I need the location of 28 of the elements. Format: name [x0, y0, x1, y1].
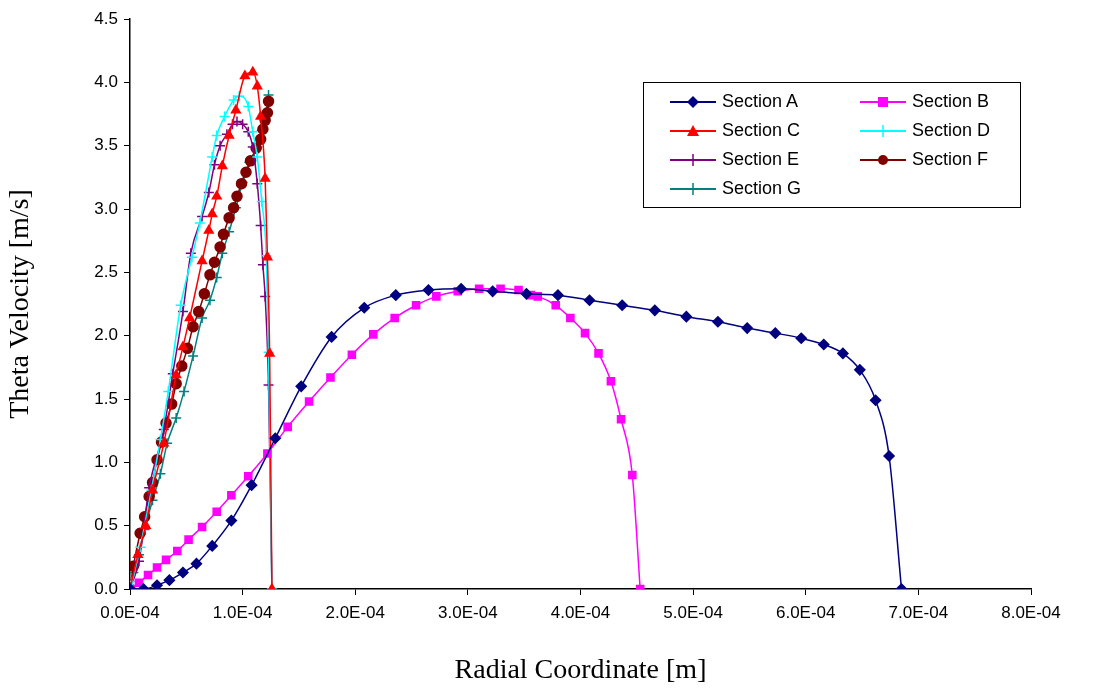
y-tick-label: 0.5 [94, 515, 118, 535]
x-tick-label: 4.0E-04 [550, 602, 611, 622]
legend-label: Section G [722, 178, 802, 199]
x-tick-label: 5.0E-04 [663, 602, 723, 622]
x-tick-label: 0.0E-04 [100, 602, 160, 622]
x-tick-label: 8.0E-04 [1001, 602, 1061, 622]
y-tick-label: 4.0 [94, 72, 118, 92]
x-axis-title: Radial Coordinate [m] [454, 652, 707, 684]
x-tick-label: 1.0E-04 [212, 602, 273, 622]
y-tick-label: 0.0 [94, 578, 118, 598]
legend-label: Section F [912, 149, 989, 170]
x-tick-label: 3.0E-04 [438, 602, 498, 622]
y-tick-label: 4.5 [94, 8, 118, 28]
x-tick-label: 6.0E-04 [775, 602, 836, 622]
y-axis-title: Theta Velocity [m/s] [3, 189, 35, 419]
y-tick-label: 2.0 [94, 325, 118, 345]
y-tick-label: 1.5 [94, 388, 118, 408]
x-tick-label: 7.0E-04 [888, 602, 949, 622]
y-tick-label: 3.0 [94, 198, 118, 218]
legend-label: Section A [722, 91, 799, 112]
legend-label: Section E [722, 149, 800, 170]
y-tick-label: 3.5 [94, 135, 118, 155]
legend-label: Section C [722, 120, 801, 141]
y-tick-label: 1.0 [94, 452, 118, 472]
legend-label: Section B [912, 91, 990, 112]
y-tick-label: 2.5 [94, 262, 118, 282]
legend-label: Section D [912, 120, 991, 141]
x-tick-label: 2.0E-04 [325, 602, 386, 622]
